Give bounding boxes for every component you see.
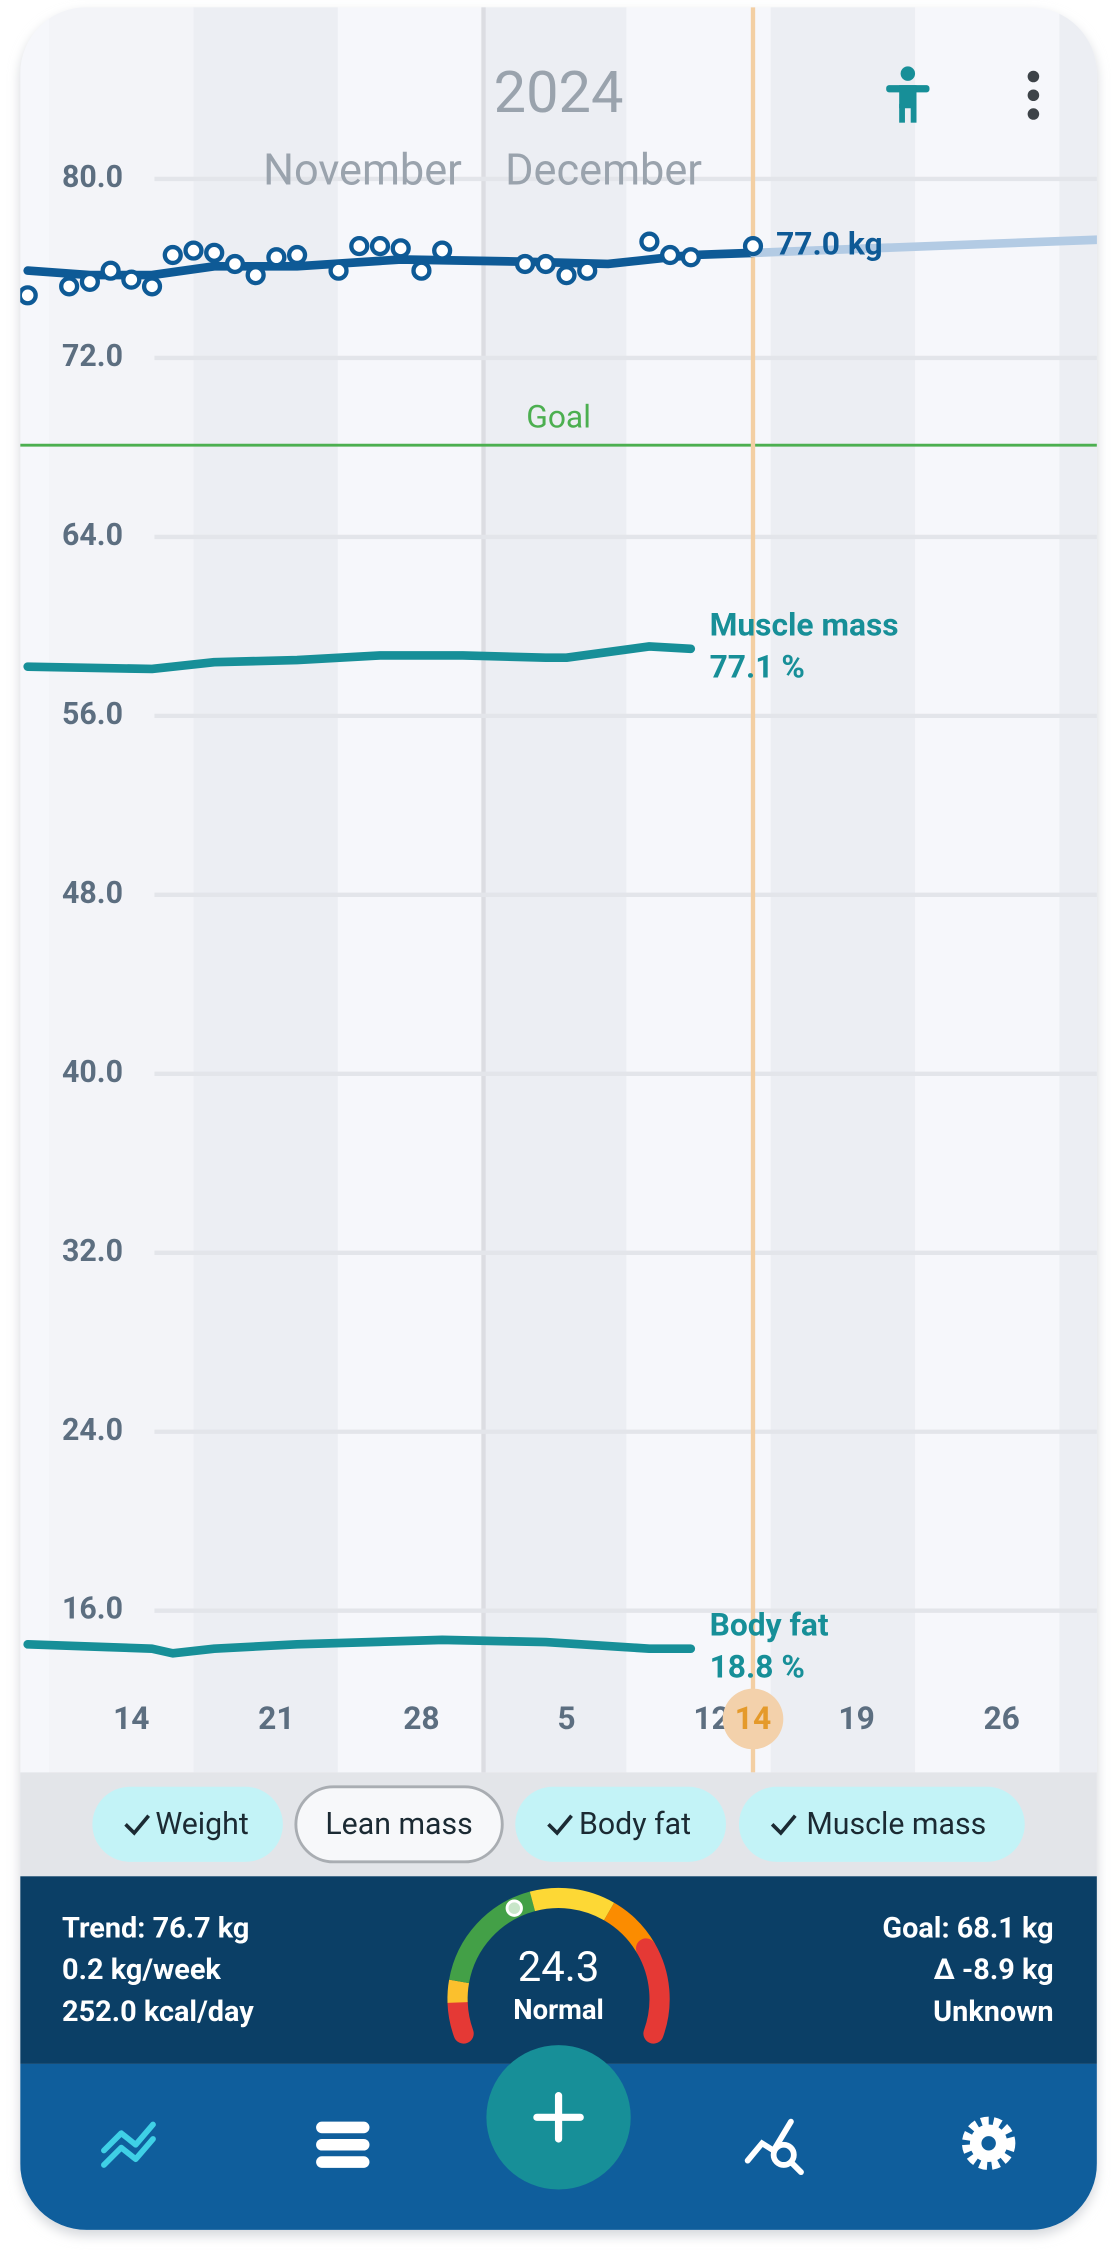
week-band (770, 7, 916, 1773)
weight-point (245, 265, 266, 286)
weight-point (79, 271, 100, 292)
weight-point (183, 240, 204, 261)
weight-point (432, 240, 453, 261)
gauge-segment (447, 1992, 474, 2044)
gauge-segment (529, 1887, 615, 1921)
weight-point (328, 260, 349, 281)
bmi-value: 24.3 (518, 1943, 600, 1992)
week-band (1059, 7, 1097, 1773)
x-tick-label: 5 (557, 1700, 575, 1737)
weight-point (59, 276, 80, 297)
year-title: 2024 (494, 59, 624, 127)
x-tick-label: 19 (838, 1700, 874, 1737)
series-line (23, 642, 696, 674)
summary-left: Trend: 76.7 kg (62, 1911, 249, 1945)
y-tick-label: 48.0 (62, 876, 123, 911)
filter-chip-label[interactable]: Weight (155, 1807, 248, 1842)
filter-chip[interactable] (515, 1786, 726, 1862)
y-tick-label: 16.0 (62, 1592, 123, 1627)
plot: 16.0 24.0 32.0 40.0 48.0 56.0 64.0 72.0 80.0 2024… (20, 7, 1097, 1773)
y-tick-label: 72.0 (62, 339, 123, 374)
x-tick-label: 26 (983, 1700, 1019, 1737)
weight-point (100, 260, 121, 281)
weight-point (535, 253, 556, 275)
month-label: November (263, 145, 462, 196)
bmi-class: Normal (513, 1994, 604, 2026)
weight-point (639, 231, 660, 252)
x-tick-label: 21 (258, 1700, 294, 1737)
series-line (748, 235, 1097, 258)
series-value-label: 18.8 % (710, 1648, 805, 1685)
summary-left: 0.2 kg/week (62, 1953, 221, 1987)
weight-point (411, 260, 432, 281)
filter-chip[interactable] (92, 1786, 283, 1862)
y-tick-label: 64.0 (62, 518, 123, 553)
weight-point (577, 260, 598, 281)
filter-chip[interactable] (738, 1786, 1025, 1862)
series-line (23, 1635, 696, 1658)
weight-point (556, 265, 577, 286)
check-icon (770, 1814, 797, 1836)
weight-point (287, 244, 308, 266)
nav-settings[interactable] (961, 2116, 1016, 2170)
week-band (482, 7, 627, 1773)
gauge-segment (447, 1979, 470, 2003)
accessibility-button[interactable] (886, 66, 930, 123)
week-band (49, 7, 194, 1773)
add-button[interactable] (486, 2045, 631, 2190)
card: 16.0 24.0 32.0 40.0 48.0 56.0 64.0 72.0 80.0 2024… (20, 7, 1097, 2230)
goal-label: Goal (526, 399, 591, 436)
filter-chip[interactable] (294, 1785, 504, 1864)
weight-point (369, 235, 391, 257)
x-tick-label: 14 (113, 1700, 149, 1737)
weight-point (680, 247, 701, 268)
summary-right: Unknown (933, 1995, 1053, 2029)
nav-analysis[interactable] (744, 2118, 804, 2176)
weight-point (204, 242, 225, 263)
y-tick-label: 56.0 (62, 697, 123, 732)
gauge-indicator (505, 1899, 523, 1917)
weight-point (349, 235, 370, 257)
series-value-label: 77.1 % (710, 648, 805, 685)
summary-right: Goal: 68.1 kg (882, 1911, 1053, 1945)
x-tick-label: 28 (403, 1700, 439, 1737)
series-name-label: Muscle mass (710, 607, 899, 644)
y-tick-label: 80.0 (62, 160, 123, 195)
gauge-segment (635, 1938, 670, 2044)
nav-list[interactable] (316, 2121, 370, 2168)
weight-point (390, 238, 411, 259)
check-icon (124, 1814, 151, 1836)
weight-point (141, 276, 163, 297)
selected-date-badge (722, 1688, 784, 1750)
weight-point (742, 235, 764, 257)
y-tick-label: 40.0 (62, 1055, 123, 1090)
series-line (23, 248, 758, 280)
weight-point (224, 253, 246, 275)
weight-point (514, 253, 536, 275)
filter-chip-label[interactable]: Body fat (579, 1807, 691, 1842)
series-name-label: Body fat (710, 1606, 829, 1643)
nav-chart[interactable] (101, 2121, 156, 2168)
summary-right: Δ -8.9 kg (934, 1953, 1054, 1987)
month-label: December (505, 145, 702, 196)
weight-point (162, 244, 183, 266)
y-tick-label: 32.0 (62, 1234, 123, 1269)
check-icon (547, 1814, 573, 1836)
filter-chip-label[interactable]: Lean mass (325, 1807, 472, 1842)
weight-point (121, 269, 142, 290)
y-tick-label: 24.0 (62, 1413, 123, 1448)
bmi-gauge: Trend: 76.7 kg 0.2 kg/week 252.0 kcal/day G… (62, 1887, 1054, 2044)
weight-point (266, 247, 287, 268)
weight-point (20, 285, 38, 306)
series-value-label: 77.0 kg (776, 225, 883, 262)
filter-chip-label[interactable]: Muscle mass (806, 1807, 986, 1842)
menu-button[interactable] (1027, 70, 1040, 120)
filter-chips: Weight Lean mass Body fat Muscle mass (92, 1785, 1025, 1864)
selected-date-label: 14 (735, 1700, 771, 1737)
summary-left: 252.0 kcal/day (62, 1995, 254, 2029)
weight-point (660, 244, 681, 266)
week-band (193, 7, 338, 1773)
